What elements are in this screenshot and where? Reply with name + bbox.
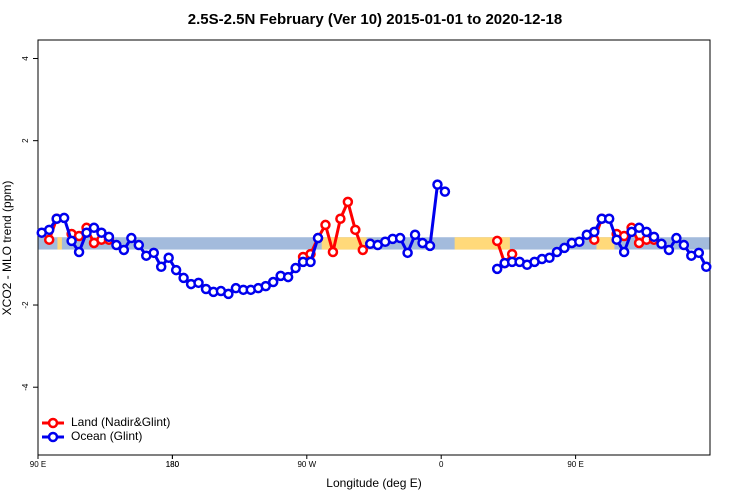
data-point: [544, 252, 555, 264]
x-tick-label: 90 E: [30, 460, 46, 469]
data-point: [66, 235, 77, 247]
data-point: [342, 196, 354, 208]
y-tick-label: 2: [21, 138, 30, 143]
data-point: [327, 246, 339, 258]
data-point: [148, 247, 159, 259]
data-point: [73, 246, 85, 258]
data-point: [43, 224, 55, 236]
y-tick-label: -4: [21, 383, 30, 391]
x-tick-label: 180: [166, 460, 180, 469]
data-point: [618, 246, 630, 258]
plot-frame: [37, 39, 711, 456]
data-point: [178, 272, 189, 284]
data-point: [656, 238, 667, 250]
data-point: [574, 236, 585, 247]
data-point: [357, 244, 369, 256]
y-axis-label: XCO2 - MLO trend (ppm): [0, 181, 14, 316]
land-band: [57, 237, 62, 250]
y-tick-label: 4: [21, 56, 30, 61]
data-point: [155, 261, 167, 273]
data-point: [81, 227, 92, 238]
data-point: [603, 213, 615, 224]
chart-title: 2.5S-2.5N February (Ver 10) 2015-01-01 t…: [188, 11, 562, 28]
data-point: [58, 212, 70, 224]
data-point: [394, 232, 406, 244]
data-point: [111, 239, 122, 251]
data-point: [671, 232, 682, 244]
x-tick-label: 180: [166, 460, 180, 469]
data-point: [424, 240, 436, 252]
data-point: [312, 232, 324, 244]
data-point: [409, 229, 421, 241]
data-point: [43, 234, 55, 245]
data-point: [439, 186, 451, 197]
y-tick-label: -2: [21, 301, 30, 309]
data-point: [163, 252, 174, 264]
data-point: [626, 226, 637, 238]
data-point: [103, 231, 115, 243]
data-point: [320, 219, 331, 231]
data-point: [701, 261, 712, 273]
data-point: [260, 280, 271, 292]
data-point: [693, 247, 705, 259]
data-point: [126, 232, 137, 244]
x-tick-label: 90 W: [297, 460, 316, 469]
data-point: [551, 246, 563, 258]
data-point: [267, 276, 279, 288]
legend-label: Land (Nadir&Glint): [71, 415, 170, 429]
data-point: [641, 226, 652, 238]
data-point: [335, 213, 346, 224]
x-tick-label: 0: [439, 460, 444, 469]
legend-label: Ocean (Glint): [71, 429, 142, 443]
data-point: [118, 244, 130, 256]
data-point: [96, 227, 107, 238]
data-point: [678, 239, 690, 251]
land-band: [596, 237, 615, 250]
legend-marker: [47, 431, 59, 443]
data-point: [305, 256, 316, 268]
data-point: [88, 222, 100, 234]
data-point: [402, 247, 413, 259]
x-tick-label: 90 E: [567, 460, 583, 469]
data-point: [282, 271, 294, 283]
data-point: [193, 277, 204, 289]
data-point: [589, 226, 600, 238]
data-point: [432, 179, 443, 190]
legend-marker: [47, 417, 59, 429]
x-axis-label: Longitude (deg E): [326, 476, 421, 490]
data-point: [133, 239, 145, 251]
data-point: [170, 264, 182, 276]
data-point: [491, 235, 503, 247]
data-point: [290, 262, 301, 274]
data-point: [350, 224, 361, 236]
data-point: [633, 222, 645, 234]
data-point: [663, 244, 675, 256]
data-point: [223, 288, 234, 300]
data-point: [611, 234, 622, 245]
data-point: [559, 242, 570, 254]
data-point: [491, 263, 503, 275]
data-point: [648, 231, 660, 243]
